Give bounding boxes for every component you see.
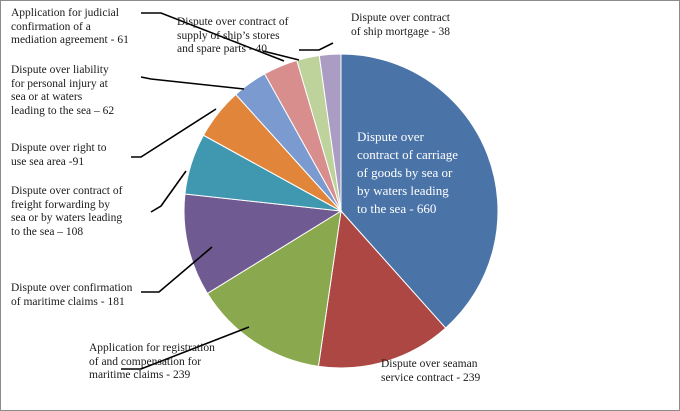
label-ship-stores-supply: Dispute over contract of supply of ship’… <box>177 16 289 55</box>
leader-line-7 <box>299 42 334 51</box>
label-personal-injury: Dispute over liability for personal inju… <box>11 64 115 117</box>
label-confirmation-of-maritime-claims: Dispute over confirmation of maritime cl… <box>11 282 133 308</box>
leader-line-5 <box>141 12 285 62</box>
pie-slice-3 <box>183 193 343 295</box>
label-ship-mortgage: Dispute over contract of ship mortgage -… <box>351 12 451 38</box>
pie-slice-9 <box>318 53 342 212</box>
label-registration-compensation: Application for registration of and comp… <box>89 342 215 381</box>
label-freight-forwarding: Dispute over contract of freight forward… <box>11 185 123 238</box>
leader-line-1 <box>121 326 250 370</box>
pie-slice-0 <box>340 53 499 329</box>
label-carriage-of-goods: Dispute over contract of carriage of goo… <box>357 129 459 216</box>
label-right-to-use-sea-area: Dispute over right to use sea area -91 <box>11 142 107 168</box>
label-seaman-service-contract: Dispute over seaman service contract - 2… <box>381 358 481 384</box>
pie-slice-1 <box>317 209 447 369</box>
label-mediation-agreement: Application for judicial confirmation of… <box>11 7 129 46</box>
leader-line-0 <box>141 246 213 293</box>
leader-line-4 <box>140 76 245 90</box>
pie-slice-2 <box>206 210 342 367</box>
leader-line-2 <box>150 170 187 213</box>
leader-line-3 <box>131 108 217 158</box>
leader-line-6 <box>262 50 300 61</box>
